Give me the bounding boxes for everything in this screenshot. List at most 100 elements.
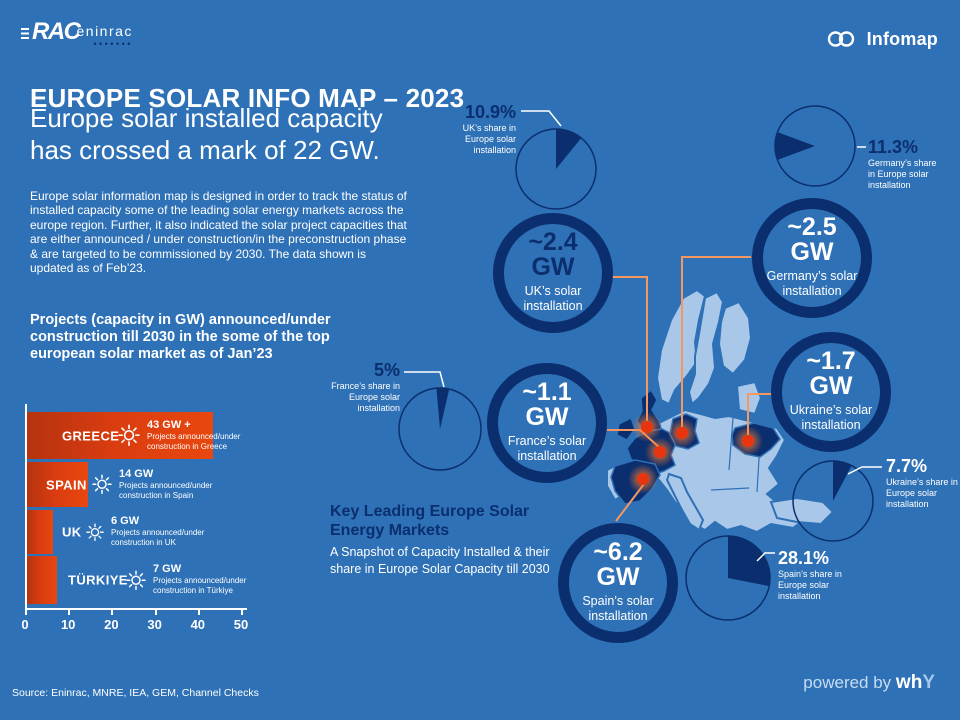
ukraine-share-label: 7.7% Ukraine’s share in Europe solar ins… <box>886 457 960 510</box>
subtitle-line-1: Europe solar installed capacity <box>30 103 383 133</box>
bar-row-uk: UK 6 GW Projects announced/under construc… <box>25 510 315 554</box>
germany-capacity-circle: ~2.5 GW Germany’s solar installation <box>752 198 872 318</box>
spain-capacity-circle: ~6.2 GW Spain’s solar installation <box>558 523 678 643</box>
germany-capacity-label: Germany’s solar installation <box>766 268 858 299</box>
source-note: Source: Eninrac, MNRE, IEA, GEM, Channel… <box>12 687 259 699</box>
france-capacity-label: France’s solar installation <box>507 433 587 464</box>
uk-share-percent: 10.9% <box>464 102 516 122</box>
ukraine-capacity-value: ~1.7 <box>806 347 856 375</box>
bar-annotation: 7 GW Projects announced/under constructio… <box>126 563 271 597</box>
spain-callout-line <box>756 552 775 562</box>
callout-lines <box>404 110 882 562</box>
sun-icon <box>86 523 104 541</box>
powered-by: powered by whY <box>803 672 935 694</box>
ukraine-share-pie <box>792 460 874 542</box>
spain-marker-dot <box>628 464 658 494</box>
infinity-icon <box>827 31 854 47</box>
subtitle-line-2: has crossed a mark of 22 GW. <box>30 134 380 165</box>
x-tick-label: 0 <box>21 617 29 632</box>
logo-stripes-icon <box>21 28 29 39</box>
bar-chart-x-axis <box>25 608 247 610</box>
bar-uk <box>27 510 53 554</box>
france-marker-dot <box>645 437 675 467</box>
key-markets-note: Key Leading Europe Solar Energy Markets … <box>330 502 582 577</box>
bar-annotation: 6 GW Projects announced/under constructio… <box>86 515 229 549</box>
bar-value: 14 GW <box>119 467 154 480</box>
uk-connector-line <box>612 276 648 421</box>
bar-description: Projects announced/under construction in… <box>119 480 213 501</box>
page-title: EUROPE SOLAR INFO MAP – 2023 <box>30 83 465 114</box>
ukraine-marker-dot <box>733 426 763 456</box>
bar-row-türkiye: TÜRKIYE 7 GW Projects announced/under con… <box>25 556 315 604</box>
x-tick-mark <box>68 610 71 615</box>
sun-icon <box>126 570 146 590</box>
why-brand-wh: wh <box>895 672 923 693</box>
x-tick-label: 40 <box>190 617 206 632</box>
x-tick-mark <box>111 610 114 615</box>
ukraine-capacity-unit: GW <box>809 371 853 400</box>
bar-rows: GREECE 43 GW + Projects announced/under c… <box>25 408 315 648</box>
page-subtitle: Europe solar installed capacity has cros… <box>30 103 383 167</box>
map-turkey <box>769 496 835 526</box>
key-markets-body: A Snapshot of Capacity Installed & their… <box>330 545 550 576</box>
germany-share-caption: Germany’s share in Europe solar installa… <box>868 158 937 190</box>
x-tick-mark <box>154 610 157 615</box>
germany-share-percent: 11.3% <box>868 137 919 157</box>
sun-icon <box>92 474 112 495</box>
ukraine-capacity-label: Ukraine’s solar installation <box>789 402 873 433</box>
bar-value: 43 GW + <box>147 418 191 431</box>
infomap-brand: Infomap <box>824 27 938 51</box>
france-share-caption: France’s share in Europe solar installat… <box>331 381 400 413</box>
germany-marker-dot <box>667 418 697 448</box>
x-tick-label: 30 <box>147 617 162 632</box>
eninrac-logo: RAC eninrac ••••••• <box>20 20 133 49</box>
germany-capacity-value: ~2.5 <box>787 213 837 241</box>
spain-capacity-unit: GW <box>596 562 640 591</box>
ukraine-connector-line <box>747 393 772 435</box>
bar-category-label: TÜRKIYE <box>68 572 128 588</box>
bar-chart-y-axis <box>25 404 27 610</box>
logo-dots: ••••••• <box>93 39 133 49</box>
bar-description: Projects announced/under construction in… <box>147 431 241 452</box>
uk-capacity-unit: GW <box>531 252 575 281</box>
germany-share-pie <box>774 105 856 187</box>
map-sweden <box>687 290 725 406</box>
bar-türkiye <box>27 556 58 604</box>
bar-spain <box>27 462 88 507</box>
share-pies <box>398 105 874 621</box>
germany-connector-line <box>681 256 751 427</box>
ukraine-share-caption: Ukraine’s share in Europe solar installa… <box>886 477 958 509</box>
projects-section-heading: Projects (capacity in GW) announced/unde… <box>30 312 331 363</box>
spain-capacity-label: Spain’s solar installation <box>582 593 654 624</box>
x-tick-mark <box>241 610 243 615</box>
uk-capacity-circle: ~2.4 GW UK’s solar installation <box>493 213 613 333</box>
uk-marker-dot <box>632 412 662 442</box>
bar-value: 6 GW <box>111 515 140 528</box>
uk-capacity-value: ~2.4 <box>528 228 578 256</box>
uk-share-pie <box>515 128 597 210</box>
why-brand-y: Y <box>922 672 935 693</box>
bar-row-greece: GREECE 43 GW + Projects announced/under c… <box>25 412 315 459</box>
france-capacity-value: ~1.1 <box>522 378 572 406</box>
bar-description: Projects announced/under construction in… <box>153 576 247 596</box>
bar-annotation: 43 GW + Projects announced/under construc… <box>118 419 265 453</box>
marker-dots <box>628 412 763 494</box>
france-callout-line <box>404 371 445 388</box>
france-share-pie <box>398 387 482 471</box>
bar-category-label: GREECE <box>62 428 120 443</box>
x-tick-label: 10 <box>60 617 76 632</box>
x-tick-label: 20 <box>104 617 119 632</box>
infomap-label: Infomap <box>866 28 938 49</box>
spain-capacity-value: ~6.2 <box>593 538 643 566</box>
france-capacity-unit: GW <box>525 402 569 431</box>
ukraine-capacity-circle: ~1.7 GW Ukraine’s solar installation <box>771 332 891 452</box>
ukraine-callout-line <box>847 466 882 475</box>
logo-eninrac-text: eninrac <box>76 23 133 39</box>
powered-by-text: powered by <box>803 673 892 692</box>
sun-icon <box>118 424 140 447</box>
x-tick-label: 50 <box>233 617 249 632</box>
logo-rac-text: RAC <box>32 18 81 45</box>
spain-share-label: 28.1% Spain’s share in Europe solar inst… <box>778 549 866 602</box>
